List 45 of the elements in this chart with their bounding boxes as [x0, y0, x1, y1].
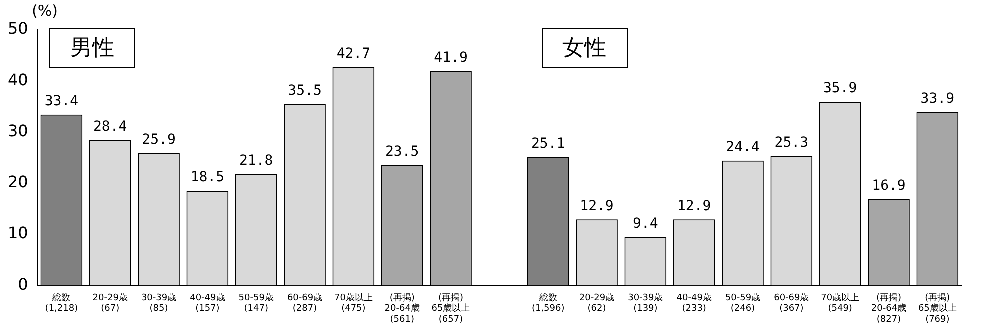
x-tick-label: (再掲) 65歳以上 (769) [918, 292, 957, 325]
y-tick-label: 30 [8, 121, 28, 140]
x-tick-label: 70歳以上 (475) [334, 292, 373, 314]
x-tick-label: 50-59歳 (246) [725, 292, 761, 314]
y-tick-label: 10 [8, 224, 28, 243]
data-label: 35.5 [288, 82, 322, 99]
data-label: 25.9 [142, 132, 176, 148]
x-tick-label: 60-69歳 (287) [287, 292, 323, 314]
data-label: 12.9 [677, 198, 712, 214]
y-tick-label: 0 [18, 274, 28, 294]
data-label: 23.5 [385, 144, 420, 160]
data-label: 41.9 [434, 50, 468, 66]
data-label: 9.4 [633, 216, 658, 232]
data-label: 42.7 [336, 46, 371, 62]
x-tick-label: (再掲) 20-64歳 (827) [871, 292, 907, 325]
data-label: 12.9 [580, 198, 614, 214]
data-label: 35.9 [823, 80, 858, 97]
data-label: 25.1 [531, 136, 566, 152]
x-tick-label: 総数 (1,218) [45, 292, 78, 314]
x-tick-label: 20-29歳 (62) [579, 292, 615, 314]
data-label: 28.4 [94, 119, 128, 136]
x-tick-label: 20-29歳 (67) [92, 292, 128, 314]
x-tick-label: 総数 (1,596) [532, 292, 565, 314]
y-tick-label: 20 [8, 172, 28, 192]
x-tick-label: 60-69歳 (367) [774, 292, 810, 314]
x-tick-label: 50-59歳 (147) [238, 292, 274, 314]
data-label: 21.8 [239, 152, 274, 169]
data-label: 24.4 [726, 140, 760, 156]
data-label: 25.3 [774, 134, 809, 151]
x-tick-label: 70歳以上 (549) [821, 292, 860, 314]
x-tick-label: 30-39歳 (85) [141, 292, 177, 314]
data-label: 16.9 [872, 178, 906, 194]
x-tick-label: 40-49歳 (233) [676, 292, 712, 314]
x-tick-label: 40-49歳 (157) [190, 292, 226, 314]
y-tick-label: 50 [8, 19, 28, 38]
data-label: 33.4 [44, 94, 79, 110]
y-axis-title: (%) [32, 2, 58, 20]
y-tick-label: 40 [8, 70, 28, 90]
annotation: 女性 [542, 28, 628, 68]
x-tick-label: (再掲) 65歳以上 (657) [432, 292, 470, 325]
annotation: 男性 [49, 28, 136, 68]
data-label: 18.5 [190, 170, 225, 186]
x-tick-label: (再掲) 20-64歳 (561) [384, 292, 420, 325]
x-tick-label: 30-39歳 (139) [628, 292, 664, 314]
data-label: 33.9 [920, 90, 955, 107]
